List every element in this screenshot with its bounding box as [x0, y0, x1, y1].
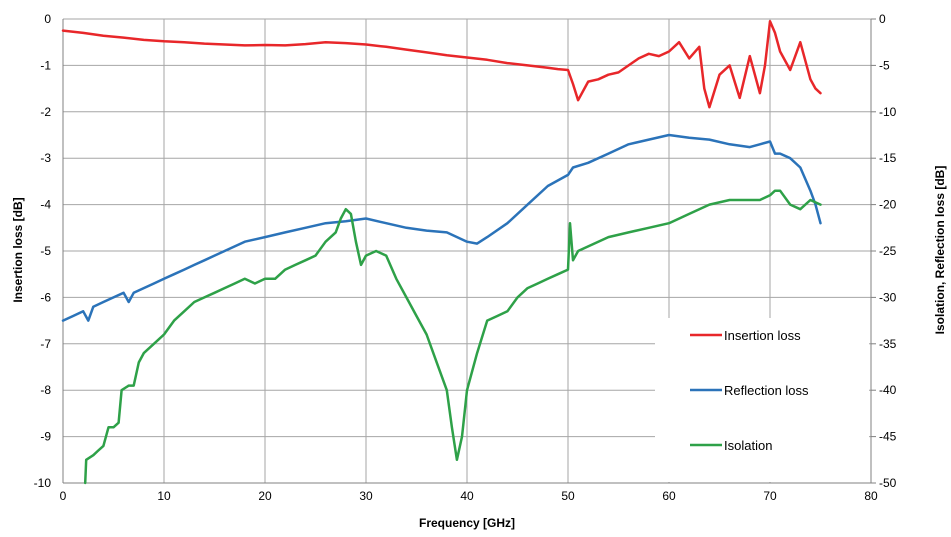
y-right-tick-label: -5 [879, 58, 890, 72]
y-right-tick-label: -30 [879, 290, 897, 304]
axes: 0 10 20 30 40 50 60 70 80 0 -1 -2 -3 -4 -5 -6 -7 -8 -9 -10 0… [34, 12, 897, 503]
x-tick-label: 80 [864, 489, 878, 503]
y-right-tick-label: -35 [879, 337, 897, 351]
y-right-tick-label: 0 [879, 12, 886, 26]
y-axis-right-title: Isolation, Reflection loss [dB] [933, 166, 947, 335]
y-right-tick-label: -10 [879, 105, 897, 119]
y-right-tick-label: -20 [879, 198, 897, 212]
y-left-tick-label: -9 [40, 430, 51, 444]
y-right-tick-label: -50 [879, 476, 897, 490]
x-tick-label: 30 [359, 489, 373, 503]
y-left-tick-label: -5 [40, 244, 51, 258]
insertion-loss-line [61, 20, 822, 109]
y-left-tick-label: -4 [40, 198, 51, 212]
x-tick-label: 40 [460, 489, 474, 503]
y-left-tick-label: -2 [40, 105, 51, 119]
y-right-tick-label: -15 [879, 151, 897, 165]
x-axis-title: Frequency [GHz] [419, 516, 515, 530]
y-left-tick-label: -1 [40, 58, 51, 72]
legend-label-reflection-loss: Reflection loss [724, 383, 809, 398]
legend: Insertion loss Reflection loss Isolation [655, 318, 869, 482]
reflection-loss-line [61, 133, 822, 322]
x-tick-label: 0 [60, 489, 67, 503]
x-tick-label: 20 [258, 489, 272, 503]
y-right-tick-label: -40 [879, 383, 897, 397]
y-left-tick-label: -7 [40, 337, 51, 351]
y-left-tick-label: -8 [40, 383, 51, 397]
legend-label-isolation: Isolation [724, 438, 772, 453]
legend-box [655, 318, 869, 482]
y-right-tick-label: -45 [879, 430, 897, 444]
x-tick-label: 70 [763, 489, 777, 503]
y-right-tick-label: -25 [879, 244, 897, 258]
y-left-tick-label: -3 [40, 151, 51, 165]
isolation-line [83, 189, 822, 485]
x-tick-label: 50 [561, 489, 575, 503]
legend-label-insertion-loss: Insertion loss [724, 328, 801, 343]
series-layer [61, 20, 822, 485]
x-tick-label: 10 [157, 489, 171, 503]
y-left-tick-label: 0 [44, 12, 51, 26]
y-left-tick-label: -10 [34, 476, 52, 490]
x-tick-label: 60 [662, 489, 676, 503]
y-left-tick-label: -6 [40, 290, 51, 304]
y-axis-left-title: Insertion loss [dB] [11, 197, 25, 302]
